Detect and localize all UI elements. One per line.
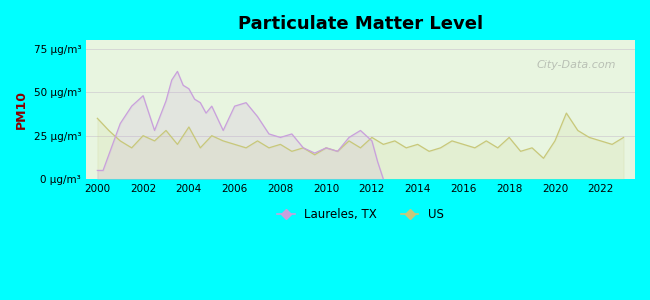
Legend: Laureles, TX, US: Laureles, TX, US [272,204,448,226]
Y-axis label: PM10: PM10 [15,90,28,129]
Title: Particulate Matter Level: Particulate Matter Level [238,15,483,33]
Text: City-Data.com: City-Data.com [536,60,616,70]
